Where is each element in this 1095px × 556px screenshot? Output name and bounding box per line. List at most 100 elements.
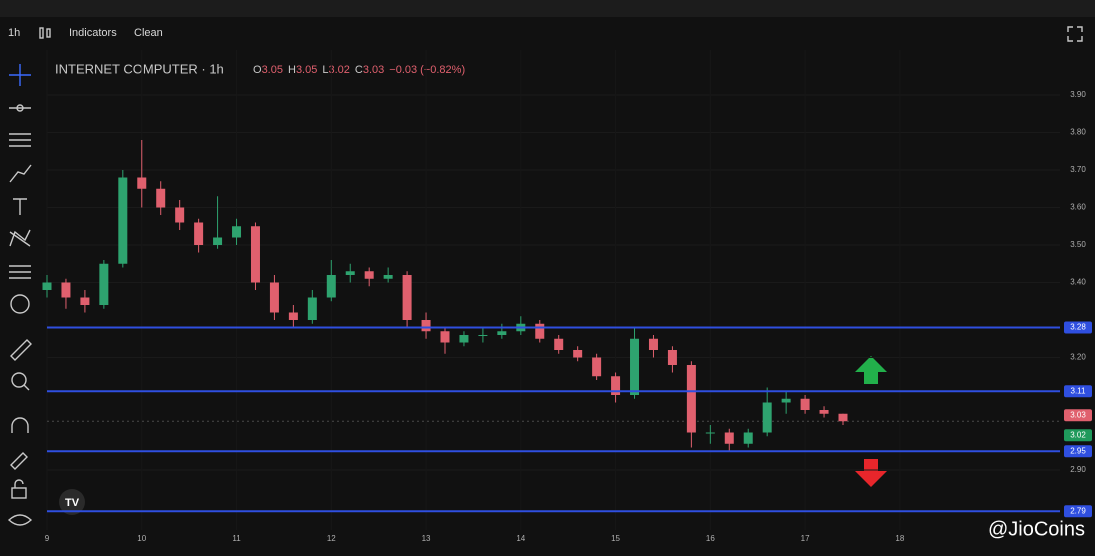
svg-text:TV: TV (65, 497, 80, 509)
up-arrow (855, 356, 887, 384)
level-label: 3.11 (1071, 386, 1087, 395)
clean-button[interactable]: Clean (134, 27, 163, 39)
ruler-tool[interactable] (10, 339, 32, 361)
pattern-tool[interactable] (9, 229, 31, 247)
x-tick-label: 15 (611, 534, 620, 543)
candle-body (402, 275, 412, 320)
ohlc-value: 3.02 (328, 64, 349, 76)
candle-body (440, 331, 450, 343)
watermark: @JioCoins (988, 518, 1085, 540)
brush-tool[interactable] (9, 164, 32, 183)
candle-body (288, 312, 298, 320)
magnet-tool[interactable] (11, 417, 29, 433)
candle-body (250, 226, 260, 283)
candle-body (194, 222, 204, 245)
candle-body (686, 365, 696, 433)
candle-body (838, 413, 848, 422)
candle-body (705, 432, 715, 434)
candle-body (497, 331, 507, 335)
ohlc-value: 3.05 (262, 64, 283, 76)
price-tag-label: 3.02 (1070, 430, 1086, 439)
zoom-tool[interactable] (11, 372, 27, 388)
ohlc-change: −0.03 (−0.82%) (389, 64, 465, 76)
candle-body (535, 323, 545, 339)
prediction-tool[interactable] (9, 265, 31, 279)
candle-body (743, 432, 753, 444)
candle-body (611, 376, 621, 395)
candle-body (724, 432, 734, 444)
ohlc-value: 3.05 (296, 64, 317, 76)
indicators-button[interactable]: Indicators (69, 27, 117, 39)
level-tag (1064, 445, 1092, 458)
price-tag (1064, 429, 1092, 442)
candle-body (61, 282, 71, 298)
symbol-title: INTERNET COMPUTER · 1h (55, 61, 224, 76)
y-tick-label: 3.80 (1070, 128, 1086, 137)
x-tick-label: 10 (137, 534, 146, 543)
down-arrow (855, 459, 887, 487)
lock-tool[interactable] (11, 487, 27, 499)
ohlc-key: H (288, 64, 296, 76)
candle-body (478, 335, 488, 336)
candle-type-button[interactable] (39, 27, 51, 39)
ohlc-values: O3.05 H3.05 L3.02 C3.03 −0.03 (−0.82%) (253, 64, 465, 76)
candle-body (667, 350, 677, 365)
level-label: 2.95 (1070, 446, 1086, 455)
candle-body (269, 282, 279, 313)
ohlc-legend: O3.05 H3.05 L3.02 C3.03 −0.03 (−0.82%) (253, 64, 465, 76)
crosshair-tool[interactable] (9, 64, 31, 86)
candle-body (648, 338, 658, 350)
line-tool[interactable] (9, 104, 31, 112)
text-tool[interactable] (13, 198, 27, 215)
y-tick-label: 3.90 (1070, 90, 1086, 99)
candle-body (175, 207, 185, 223)
interval-button[interactable]: 1h (8, 27, 20, 39)
price-tag-label: 3.03 (1070, 410, 1086, 419)
candle-body (383, 275, 393, 279)
lock-drawing-tool[interactable] (10, 452, 28, 470)
candle-body (762, 402, 772, 433)
fullscreen-button[interactable] (1067, 26, 1083, 42)
level-label: 3.28 (1070, 323, 1086, 332)
y-tick-label: 3.20 (1070, 353, 1086, 362)
candle-body (800, 398, 810, 410)
candle-body (573, 350, 583, 358)
x-tick-label: 14 (516, 534, 525, 543)
candle-body (326, 275, 336, 298)
ohlc-key: L (322, 64, 328, 76)
level-tag (1064, 385, 1092, 398)
candle-body (213, 237, 223, 245)
x-tick-label: 18 (895, 534, 904, 543)
candle-body (99, 263, 109, 305)
visibility-tool[interactable] (7, 514, 33, 526)
ohlc-key: O (253, 64, 262, 76)
candle-body (781, 398, 791, 403)
y-tick-label: 2.90 (1070, 465, 1086, 474)
y-tick-label: 3.40 (1070, 278, 1086, 287)
price-tag (1064, 409, 1092, 422)
x-tick-label: 17 (801, 534, 810, 543)
emoji-tool[interactable] (10, 294, 30, 314)
candle-body (42, 282, 52, 290)
x-tick-label: 11 (232, 534, 241, 543)
candle-body (345, 271, 355, 275)
candle-body (156, 188, 166, 208)
candle-body (232, 226, 242, 238)
y-tick-label: 3.70 (1070, 165, 1086, 174)
level-tag (1064, 505, 1092, 518)
candle-body (421, 320, 431, 332)
left-toolbar (7, 64, 33, 526)
tv-logo: TV (59, 489, 85, 515)
level-tag (1064, 321, 1092, 334)
candle-body (554, 338, 564, 350)
candle-body (630, 338, 640, 395)
y-tick-label: 3.50 (1070, 240, 1086, 249)
x-tick-label: 9 (45, 534, 50, 543)
x-tick-label: 13 (422, 534, 431, 543)
candle-body (307, 297, 317, 320)
fib-tool[interactable] (9, 133, 31, 147)
level-label: 2.79 (1070, 506, 1086, 515)
ohlc-value: 3.03 (363, 64, 384, 76)
candle-body (592, 357, 602, 377)
